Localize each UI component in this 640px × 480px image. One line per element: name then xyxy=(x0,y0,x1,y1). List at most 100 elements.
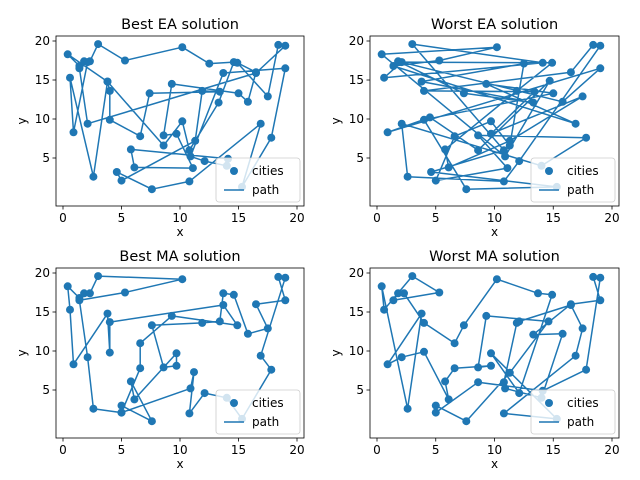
city-point xyxy=(159,141,168,150)
city-point xyxy=(529,98,538,107)
city-point xyxy=(582,133,591,142)
city-point xyxy=(515,389,524,398)
x-tick-label: 5 xyxy=(432,211,440,225)
subplot-4: 0 5 10 15 20 5 10 15 20 Worst MA solution x y cities… xyxy=(329,249,620,471)
city-point xyxy=(200,157,209,166)
city-point xyxy=(117,408,126,417)
city-point xyxy=(377,282,386,291)
city-point xyxy=(578,92,587,101)
city-point xyxy=(281,273,290,282)
legend-marker-cities xyxy=(545,167,553,175)
y-axis-label: y xyxy=(15,117,29,124)
legend-marker-cities xyxy=(230,399,238,407)
city-point xyxy=(147,321,156,330)
city-point xyxy=(188,164,197,173)
city-point xyxy=(435,288,444,297)
y-tick-label: 15 xyxy=(349,73,364,87)
y-tick-label: 10 xyxy=(349,112,364,126)
city-point xyxy=(571,351,580,360)
x-axis-label: x xyxy=(491,457,498,471)
city-point xyxy=(69,128,78,137)
city-point xyxy=(281,64,290,73)
x-tick-label: 20 xyxy=(604,211,619,225)
city-point xyxy=(274,272,283,281)
city-point xyxy=(548,290,557,299)
city-point xyxy=(462,185,471,194)
city-point xyxy=(145,89,154,98)
city-point xyxy=(178,117,187,126)
city-point xyxy=(172,361,181,370)
x-axis-label: x xyxy=(176,457,183,471)
city-point xyxy=(417,77,426,86)
x-tick-label: 0 xyxy=(373,443,381,457)
city-point xyxy=(85,289,94,298)
x-tick-label: 10 xyxy=(172,443,187,457)
y-tick-label: 15 xyxy=(349,305,364,319)
city-point xyxy=(558,329,567,338)
city-point xyxy=(185,146,194,155)
city-point xyxy=(444,395,453,404)
city-point xyxy=(380,73,389,82)
city-point xyxy=(130,395,139,404)
city-point xyxy=(596,41,605,50)
city-point xyxy=(178,275,187,284)
city-point xyxy=(487,349,495,358)
city-point xyxy=(441,145,450,154)
x-tick-label: 10 xyxy=(487,211,502,225)
city-point xyxy=(215,87,224,96)
city-point xyxy=(136,339,145,348)
city-point xyxy=(482,311,491,320)
city-point xyxy=(596,273,605,282)
city-point xyxy=(63,50,72,59)
x-tick-label: 5 xyxy=(118,443,126,457)
chart-title: Best MA solution xyxy=(119,249,240,265)
city-point xyxy=(83,353,92,362)
city-point xyxy=(596,64,605,73)
city-point xyxy=(474,363,483,372)
city-point xyxy=(408,40,417,49)
city-point xyxy=(431,176,440,185)
city-point xyxy=(425,113,434,122)
chart-title: Worst EA solution xyxy=(431,17,558,33)
city-point xyxy=(519,59,528,68)
city-point xyxy=(103,309,112,318)
city-point xyxy=(105,115,114,124)
y-axis-label: y xyxy=(329,349,343,356)
city-point xyxy=(66,73,74,82)
city-point xyxy=(215,317,224,326)
city-point xyxy=(420,318,428,327)
city-point xyxy=(83,58,92,67)
city-point xyxy=(389,296,398,305)
city-point xyxy=(281,41,290,50)
city-point xyxy=(234,89,243,98)
legend-label-cities: cities xyxy=(252,164,284,178)
city-point xyxy=(233,321,242,330)
city-point xyxy=(512,86,521,95)
city-point xyxy=(159,363,168,372)
city-point xyxy=(566,300,575,309)
x-axis-label: x xyxy=(176,225,183,239)
city-point xyxy=(200,389,209,398)
city-point xyxy=(435,56,444,65)
y-tick-label: 20 xyxy=(349,266,364,280)
city-point xyxy=(450,132,459,141)
city-point xyxy=(487,361,495,370)
y-axis-label: y xyxy=(329,117,343,124)
city-point xyxy=(441,377,450,386)
city-point xyxy=(83,119,92,128)
city-point xyxy=(121,56,129,65)
city-point xyxy=(529,330,538,339)
city-point xyxy=(397,119,406,128)
city-point xyxy=(190,368,198,377)
city-point xyxy=(69,360,78,369)
city-point xyxy=(185,177,194,186)
city-point xyxy=(403,404,412,413)
city-point xyxy=(94,272,103,281)
city-point xyxy=(117,176,126,185)
city-point xyxy=(147,417,156,426)
city-point xyxy=(534,289,542,298)
city-point xyxy=(549,89,558,98)
x-tick-label: 20 xyxy=(289,211,304,225)
city-point xyxy=(243,329,252,338)
x-tick-label: 5 xyxy=(118,211,126,225)
